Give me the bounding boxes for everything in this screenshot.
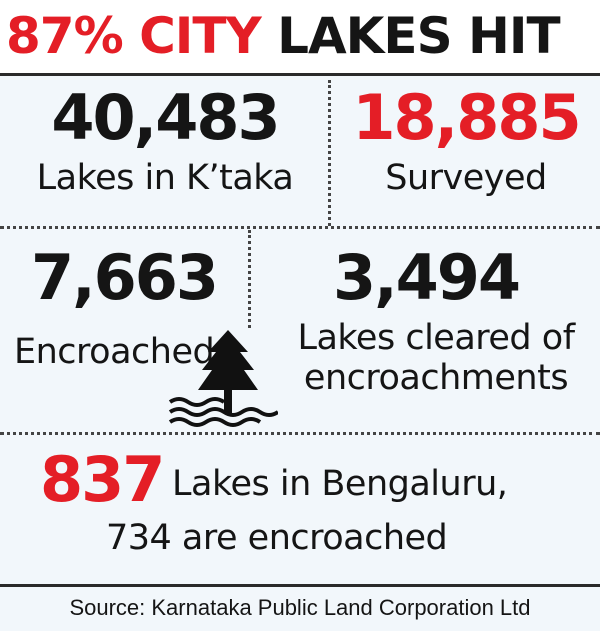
tree-over-water-icon bbox=[168, 330, 278, 427]
stat-encroached: 7,663 Encroached bbox=[0, 241, 248, 373]
stat-surveyed: 18,885 Surveyed bbox=[332, 81, 600, 199]
stat-bengaluru-label-line1: Lakes in Bengaluru, bbox=[172, 464, 508, 504]
stat-cleared-label-line1: Lakes cleared of bbox=[297, 318, 575, 358]
divider-vertical-middle bbox=[248, 230, 251, 328]
divider-horizontal-2 bbox=[0, 432, 600, 435]
stat-surveyed-value: 18,885 bbox=[352, 81, 581, 154]
stat-lakes-karnataka-value: 40,483 bbox=[51, 81, 280, 154]
stat-cleared: 3,494 Lakes cleared of encroachments bbox=[252, 241, 600, 399]
headline: 87% CITY LAKES HIT bbox=[0, 0, 600, 72]
stat-bengaluru: 837 Lakes in Bengaluru, 734 are encroach… bbox=[0, 446, 600, 576]
stat-cleared-value: 3,494 bbox=[332, 241, 521, 314]
stat-bengaluru-value: 837 bbox=[40, 443, 165, 516]
stat-surveyed-label: Surveyed bbox=[385, 158, 547, 198]
stat-lakes-karnataka-label: Lakes in K’taka bbox=[36, 158, 294, 198]
stat-encroached-value: 7,663 bbox=[30, 241, 219, 314]
stat-bengaluru-label-line2: 734 are encroached bbox=[106, 518, 448, 558]
source-divider bbox=[0, 584, 600, 587]
stat-encroached-label: Encroached bbox=[14, 332, 215, 372]
stats-panel bbox=[0, 76, 600, 631]
divider-horizontal-1 bbox=[0, 226, 600, 229]
headline-divider bbox=[0, 73, 600, 76]
stat-lakes-karnataka: 40,483 Lakes in K’taka bbox=[0, 81, 330, 199]
source-credit: Source: Karnataka Public Land Corporatio… bbox=[69, 595, 531, 620]
stat-cleared-label-line2: encroachments bbox=[303, 358, 569, 398]
divider-vertical-top bbox=[328, 80, 331, 226]
headline-red-part: 87% CITY bbox=[6, 7, 262, 65]
headline-black-part: LAKES HIT bbox=[277, 7, 560, 65]
